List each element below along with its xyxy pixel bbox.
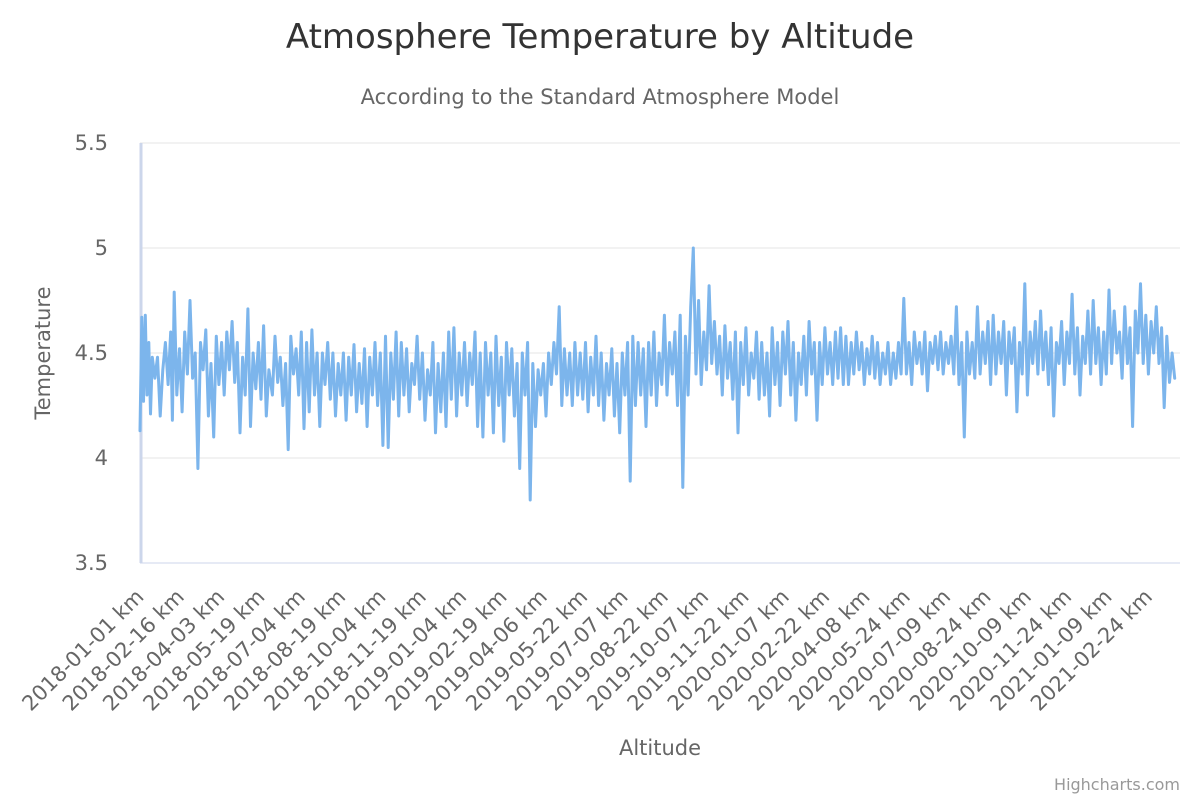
chart-title: Atmosphere Temperature by Altitude — [286, 17, 914, 57]
y-tick-labels: 3.5 4 4.5 5 5.5 — [75, 131, 108, 575]
y-tick-label: 3.5 — [75, 551, 108, 575]
credits-link[interactable]: Highcharts.com — [1054, 775, 1180, 794]
y-tick-label: 4 — [95, 446, 108, 470]
y-tick-label: 5.5 — [75, 131, 108, 155]
chart-subtitle: According to the Standard Atmosphere Mod… — [361, 85, 840, 109]
x-axis-title: Altitude — [619, 736, 701, 760]
series-line[interactable] — [138, 246, 1177, 502]
y-tick-label: 4.5 — [75, 341, 108, 365]
series-group — [138, 246, 1177, 502]
y-axis-title: Temperature — [31, 286, 55, 420]
y-tick-label: 5 — [95, 236, 108, 260]
